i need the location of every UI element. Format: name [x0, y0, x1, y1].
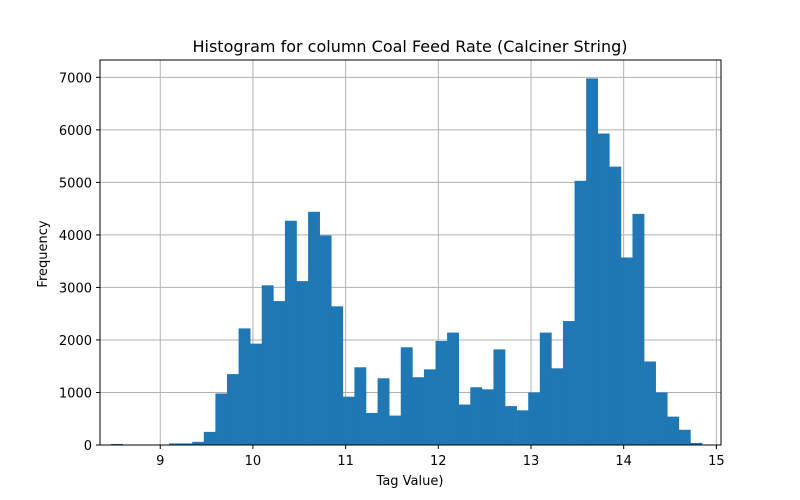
histogram-bar [528, 392, 541, 445]
histogram-bar [551, 368, 564, 445]
x-axis-ticks: 9 10 11 12 13 14 15 [156, 445, 725, 469]
histogram-bar [539, 332, 552, 445]
histogram-bar [169, 443, 181, 445]
y-tick-label: 3000 [59, 281, 92, 296]
histogram-bar [377, 378, 390, 445]
histogram-bar [678, 429, 691, 445]
histogram-bar [250, 343, 263, 445]
histogram-bar [632, 213, 645, 445]
y-tick-label: 1000 [59, 386, 92, 401]
histogram-bar [435, 341, 448, 445]
y-tick-label: 7000 [59, 71, 92, 86]
histogram-bar [586, 78, 599, 445]
y-tick-label: 2000 [59, 334, 92, 349]
histogram-bar [261, 285, 274, 445]
histogram-bar [423, 369, 436, 445]
y-axis-ticks: 0 1000 2000 3000 4000 5000 6000 7000 [59, 71, 100, 454]
y-tick-label: 4000 [59, 229, 92, 244]
histogram-bar [609, 166, 622, 445]
histogram-bar [516, 410, 529, 445]
histogram-bar [667, 416, 680, 445]
histogram-bar [180, 443, 193, 445]
plot-frame [99, 59, 722, 446]
x-tick-label: 10 [245, 454, 262, 469]
histogram-bar [470, 387, 483, 445]
histogram-bar [192, 441, 205, 445]
histogram-bar [238, 328, 251, 445]
chart-title: Histogram for column Coal Feed Rate (Cal… [192, 37, 627, 56]
x-tick-label: 12 [430, 454, 447, 469]
histogram-bar [481, 389, 494, 445]
histogram-bar [655, 392, 668, 445]
histogram-bar [458, 404, 471, 445]
histogram-bar [354, 367, 367, 445]
histogram-bar [308, 211, 320, 445]
histogram-bar [203, 431, 216, 445]
histogram-bar [284, 220, 297, 445]
histogram-bar [319, 235, 332, 445]
x-tick-label: 9 [156, 454, 164, 469]
histogram-bar [574, 180, 587, 445]
x-tick-label: 13 [523, 454, 540, 469]
y-tick-label: 0 [84, 439, 92, 454]
histogram-bar [331, 306, 344, 445]
histogram-bar [690, 442, 703, 445]
histogram-bar [620, 257, 633, 445]
histogram-bar [412, 377, 425, 445]
x-tick-label: 15 [708, 454, 725, 469]
histogram-bar [400, 347, 413, 445]
y-tick-label: 5000 [59, 176, 92, 191]
y-axis-label: Frequency [36, 220, 51, 287]
histogram-bar [389, 415, 402, 445]
histogram-bar [215, 393, 228, 445]
histogram-bars [111, 78, 703, 445]
x-axis-label: Tag Value) [376, 474, 444, 489]
histogram-bar [644, 361, 656, 445]
x-tick-label: 11 [337, 454, 354, 469]
histogram-bar [562, 321, 575, 445]
histogram-bar [597, 133, 610, 445]
y-tick-label: 6000 [59, 124, 92, 139]
histogram-bar [447, 332, 459, 445]
histogram-bar [226, 374, 239, 445]
histogram-bar [296, 281, 309, 445]
x-tick-label: 14 [615, 454, 632, 469]
histogram-bar [342, 396, 355, 445]
histogram-bar [366, 412, 378, 445]
histogram-bar [111, 443, 124, 445]
histogram-bar [493, 349, 506, 445]
histogram-bar [505, 406, 517, 445]
histogram-bar [273, 301, 286, 445]
